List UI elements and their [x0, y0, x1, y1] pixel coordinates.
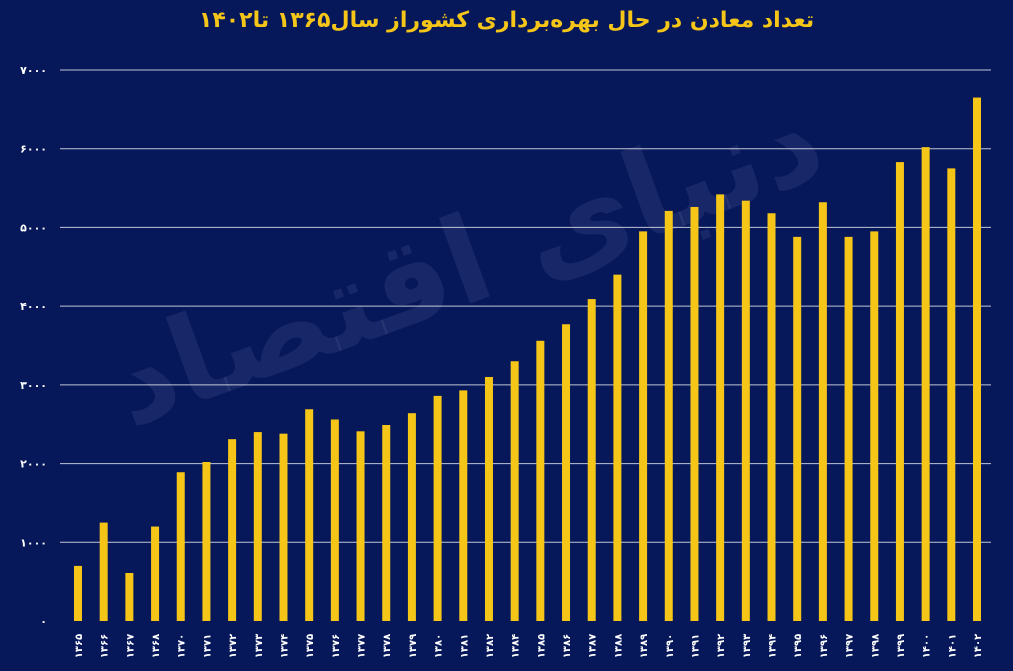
- bar: [228, 439, 237, 621]
- x-tick-label: ۱۳۶۷: [125, 634, 136, 658]
- x-tick-label: ۱۳۹۲: [716, 634, 727, 658]
- y-tick-label: ۰: [40, 615, 47, 628]
- bar: [305, 409, 314, 621]
- x-tick-label: ۱۳۷۸: [382, 634, 393, 658]
- grid-layer: [60, 69, 991, 543]
- bar: [356, 431, 365, 621]
- x-tick-label: ۱۳۷۱: [202, 634, 213, 658]
- x-tick-label: ۱۳۷۷: [357, 634, 368, 658]
- bar: [895, 162, 904, 622]
- bar: [279, 433, 288, 621]
- bar: [459, 390, 468, 621]
- bar: [793, 236, 802, 622]
- x-tick-label: ۱۳۸۸: [613, 634, 624, 658]
- x-tick-label: ۱۳۹۱: [690, 634, 701, 658]
- bar: [382, 425, 391, 621]
- bar: [921, 147, 930, 621]
- x-tick-label: ۱۳۷۳: [254, 634, 265, 658]
- y-axis: ۰ ۱۰۰۰ ۲۰۰۰ ۳۰۰۰ ۴۰۰۰ ۵۰۰۰ ۶۰۰۰ ۷۰۰۰: [20, 64, 47, 628]
- bar: [716, 194, 725, 621]
- bar: [664, 210, 673, 622]
- x-tick-label: ۱۳۹۶: [819, 634, 830, 658]
- x-tick-label: ۱۳۶۶: [100, 634, 111, 658]
- bar: [844, 236, 853, 622]
- bar: [74, 565, 82, 621]
- bar: [818, 202, 827, 622]
- bar: [407, 413, 416, 621]
- bar: [510, 361, 519, 621]
- x-axis: ۱۳۶۵ ۱۳۶۶ ۱۳۶۷ ۱۳۶۸ ۱۳۷۰ ۱۳۷۱ ۱۳۷۲ ۱۳۷۳ ۱۳۷۴ ۱۳۷۵…: [74, 634, 984, 658]
- x-tick-label: ۱۳۸۵: [536, 634, 547, 658]
- x-tick-label: ۱۳۷۹: [408, 634, 419, 658]
- bar: [947, 168, 956, 621]
- x-tick-label: ۱۳۸۴: [511, 634, 522, 658]
- bar: [870, 231, 879, 621]
- y-tick-label: ۱۰۰۰: [20, 536, 47, 549]
- bar: [741, 200, 750, 621]
- x-tick-label: ۱۴۰۱: [947, 634, 958, 658]
- bar: [330, 419, 339, 621]
- x-tick-label: ۱۳۸۲: [485, 634, 496, 658]
- x-tick-label: ۱۳۷۵: [305, 634, 316, 658]
- x-tick-label: ۱۳۶۸: [151, 634, 162, 658]
- bars: [74, 97, 981, 622]
- x-tick-label: ۱۳۹۰: [665, 634, 676, 658]
- bar: [484, 376, 493, 621]
- y-tick-label: ۷۰۰۰: [20, 64, 47, 77]
- x-tick-label: ۱۳۸۷: [588, 634, 599, 658]
- x-tick-label: ۱۳۷۴: [279, 634, 290, 658]
- bar: [973, 97, 981, 622]
- bar: [613, 274, 622, 621]
- bar: [587, 299, 596, 621]
- x-tick-label: ۱۳۹۳: [742, 634, 753, 658]
- y-tick-label: ۴۰۰۰: [20, 300, 47, 313]
- bar: [767, 213, 776, 621]
- x-tick-label: ۱۳۹۵: [793, 634, 804, 658]
- bar: [639, 231, 648, 621]
- x-tick-label: ۱۳۸۱: [459, 634, 470, 658]
- x-tick-label: ۱۳۷۲: [228, 634, 239, 658]
- bar: [536, 340, 545, 621]
- bar: [125, 572, 134, 621]
- x-tick-label: ۱۳۹۸: [870, 634, 881, 658]
- x-tick-label: ۱۳۹۷: [845, 634, 856, 658]
- y-tick-label: ۳۰۰۰: [20, 379, 47, 392]
- x-tick-label: ۱۴۰۰: [922, 634, 933, 658]
- bar: [176, 472, 185, 621]
- y-tick-label: ۶۰۰۰: [20, 143, 47, 156]
- chart-title: تعداد معادن در حال بهره‌برداری کشوراز سا…: [198, 8, 815, 33]
- x-tick-label: ۱۳۸۶: [562, 634, 573, 658]
- y-tick-label: ۲۰۰۰: [20, 458, 47, 471]
- x-tick-label: ۱۳۹۴: [768, 634, 779, 658]
- bar: [562, 324, 571, 621]
- x-tick-label: ۱۳۹۹: [896, 634, 907, 658]
- x-tick-label: ۱۳۸۹: [639, 634, 650, 658]
- bar: [202, 461, 211, 621]
- x-tick-label: ۱۳۷۰: [177, 634, 188, 658]
- x-tick-label: ۱۳۸۰: [434, 634, 445, 658]
- bar: [253, 432, 262, 621]
- y-tick-label: ۵۰۰۰: [20, 221, 47, 234]
- bar: [690, 206, 699, 621]
- x-tick-label: ۱۳۶۵: [74, 634, 85, 658]
- x-tick-label: ۱۳۷۶: [331, 634, 342, 658]
- bar: [99, 522, 108, 621]
- x-tick-label: ۱۴۰۲: [973, 634, 984, 658]
- bar: [433, 395, 442, 621]
- bar: [151, 526, 160, 621]
